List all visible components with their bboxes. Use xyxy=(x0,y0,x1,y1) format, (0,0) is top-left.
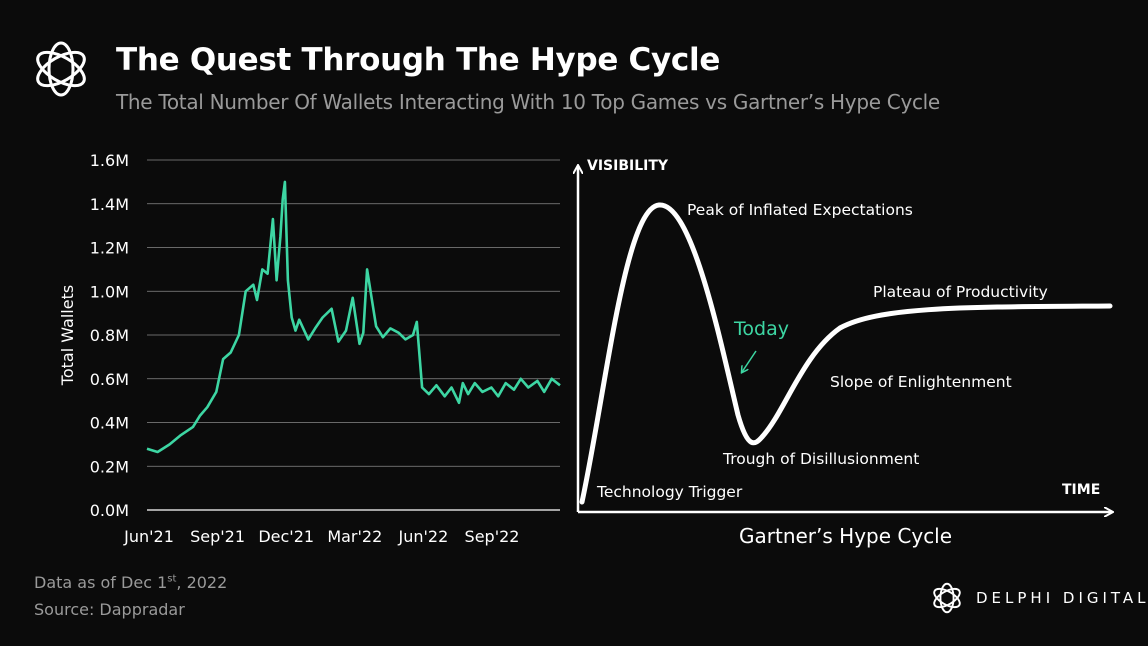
data-as-of-text: Data as of Dec 1 xyxy=(34,573,168,592)
x-tick-label: Sep'22 xyxy=(465,527,520,546)
y-axis-label: VISIBILITY xyxy=(587,158,669,174)
data-as-of-note: Data as of Dec 1st, 2022 xyxy=(34,573,227,592)
source-note: Source: Dappradar xyxy=(34,600,185,619)
wallets-line-chart: 0.0M 0.2M 0.4M 0.6M 0.8M 1.0M 1.2M 1.4M 1.6M Jun… xyxy=(58,151,561,546)
hype-cycle-diagram: VISIBILITY TIME Peak of Inflated Expecta… xyxy=(570,158,1130,530)
label-trigger: Technology Trigger xyxy=(596,483,743,501)
hype-cycle-curve xyxy=(579,202,1113,505)
y-tick-label: 0.4M xyxy=(90,414,129,433)
y-tick-label: 0.6M xyxy=(90,370,129,389)
y-tick-label: 0.0M xyxy=(90,501,129,520)
x-tick-label: Mar'22 xyxy=(327,527,382,546)
y-axis-label: Total Wallets xyxy=(58,285,77,386)
y-tick-label: 0.2M xyxy=(90,457,129,476)
x-tick-labels: Jun'21 Sep'21 Dec'21 Mar'22 Jun'22 Sep'22 xyxy=(123,527,519,546)
y-tick-label: 1.2M xyxy=(90,239,129,258)
page-subtitle: The Total Number Of Wallets Interacting … xyxy=(116,90,940,114)
label-peak: Peak of Inflated Expectations xyxy=(687,201,913,219)
y-tick-label: 0.8M xyxy=(90,326,129,345)
delphi-logo-icon xyxy=(36,41,86,97)
delphi-brand-icon xyxy=(933,582,961,614)
y-tick-label: 1.0M xyxy=(90,282,129,301)
label-plateau: Plateau of Productivity xyxy=(873,283,1048,301)
series-group xyxy=(146,180,561,454)
label-trough: Trough of Disillusionment xyxy=(722,450,919,468)
label-today: Today xyxy=(733,318,789,340)
x-axis-label: TIME xyxy=(1062,482,1100,498)
brand-name: DELPHI DIGITAL xyxy=(976,589,1148,607)
hype-cycle-title: Gartner’s Hype Cycle xyxy=(739,524,953,548)
label-slope: Slope of Enlightenment xyxy=(830,373,1012,391)
chart-gridlines xyxy=(147,159,560,511)
y-tick-label: 1.6M xyxy=(90,151,129,170)
today-arrow xyxy=(742,350,757,372)
x-tick-label: Dec'21 xyxy=(258,527,314,546)
series-line xyxy=(146,180,561,454)
page-title: The Quest Through The Hype Cycle xyxy=(116,42,721,78)
brand-lockup: DELPHI DIGITAL xyxy=(930,580,1148,616)
x-tick-label: Jun'22 xyxy=(398,527,449,546)
data-as-of-year: , 2022 xyxy=(176,573,228,592)
x-tick-label: Sep'21 xyxy=(190,527,245,546)
y-tick-labels: 0.0M 0.2M 0.4M 0.6M 0.8M 1.0M 1.2M 1.4M 1.6M xyxy=(90,151,129,520)
y-tick-label: 1.4M xyxy=(90,195,129,214)
x-tick-label: Jun'21 xyxy=(123,527,174,546)
data-as-of-suffix: st xyxy=(167,573,177,585)
